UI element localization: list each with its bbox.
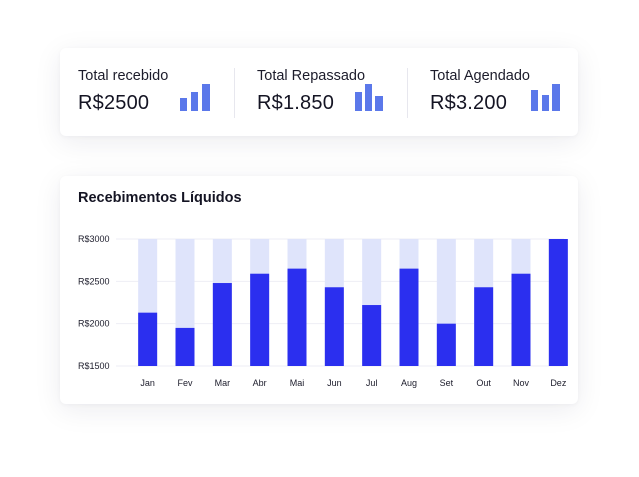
bar-chart: R$3000 R$2500 R$2000 R$1500 Jan Fev Mar Abr Mai J… [78, 234, 568, 388]
y-tick-label: R$3000 [78, 234, 110, 244]
y-tick-label: R$2000 [78, 319, 110, 329]
x-tick-label: Nov [513, 378, 530, 388]
summary-card: Total recebido R$2500 Total Repassado R$… [60, 48, 578, 136]
bar-chart-icon [531, 84, 560, 111]
bar-fev [175, 327, 195, 366]
bar-mar [212, 283, 232, 366]
bar-abr [250, 273, 270, 366]
bar-chart-icon [355, 84, 383, 111]
x-tick-label: Jul [366, 378, 378, 388]
stat-label: Total recebido [78, 68, 169, 84]
x-tick-label: Aug [401, 378, 417, 388]
divider [234, 68, 235, 118]
x-tick-label: Set [440, 378, 454, 388]
bar-mai [287, 268, 307, 366]
bar-jan [138, 312, 158, 366]
bar-set [436, 323, 456, 366]
stat-label: Total Agendado [430, 68, 530, 84]
x-tick-label: Mai [290, 378, 305, 388]
x-tick-label: Mar [215, 378, 231, 388]
y-tick-label: R$1500 [78, 361, 110, 371]
stat-label: Total Repassado [257, 68, 366, 84]
y-tick-label: R$2500 [78, 276, 110, 286]
x-tick-label: Jan [140, 378, 155, 388]
chart-card: Recebimentos Líquidos R$3000 R$2500 R$2000… [60, 176, 578, 404]
chart-title: Recebimentos Líquidos [78, 190, 242, 206]
stat-value: R$3.200 [430, 92, 508, 114]
bar-nov [511, 273, 531, 366]
x-tick-label: Out [476, 378, 491, 388]
x-tick-label: Jun [327, 378, 342, 388]
x-tick-label: Fev [177, 378, 193, 388]
bar-jul [362, 305, 382, 366]
bar-out [474, 287, 494, 366]
bar-aug [399, 268, 419, 366]
bar-chart-icon [180, 84, 210, 111]
stat-value: R$2500 [78, 92, 150, 114]
bar-jun [324, 287, 344, 366]
bar-dez [548, 239, 568, 366]
stat-value: R$1.850 [257, 92, 335, 114]
divider [407, 68, 408, 118]
x-tick-label: Dez [550, 378, 567, 388]
x-tick-label: Abr [253, 378, 267, 388]
